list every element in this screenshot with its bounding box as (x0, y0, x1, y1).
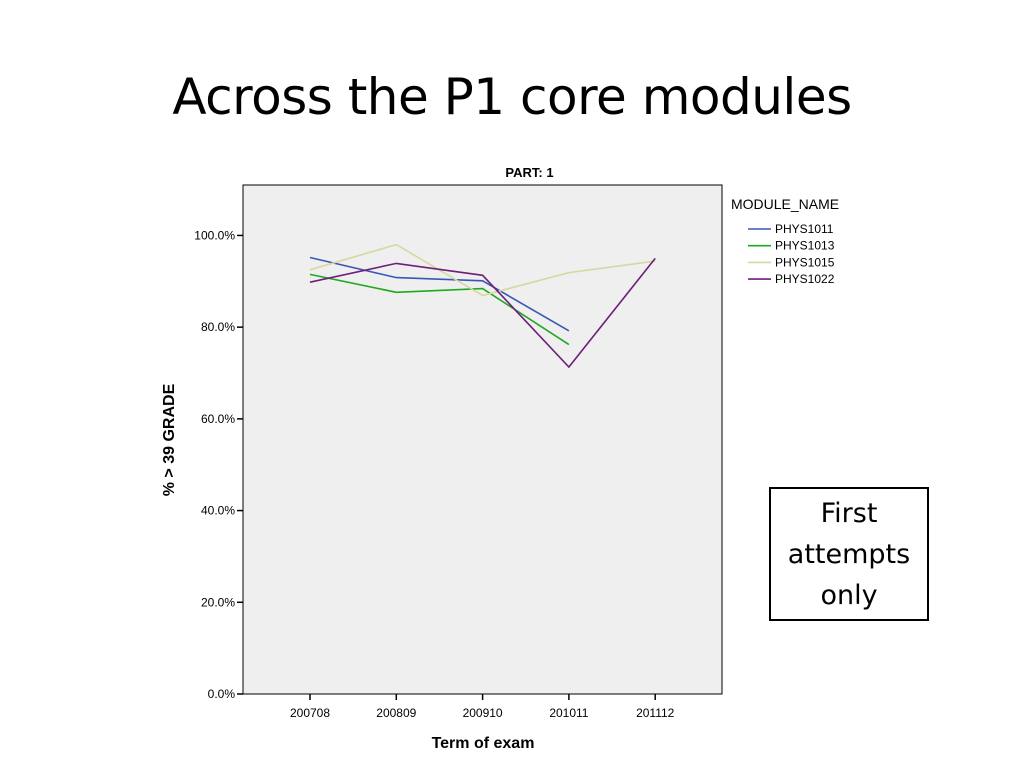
y-tick-label: 60.0% (201, 412, 235, 426)
legend-label-phys1022: PHYS1022 (775, 272, 835, 286)
note-text: First attempts only (787, 497, 911, 611)
series-line-phys1011 (309, 256, 570, 332)
y-tick-label: 40.0% (201, 504, 235, 518)
note-box: First attempts only (769, 487, 929, 621)
legend-label-phys1013: PHYS1013 (775, 239, 835, 253)
legend-label-phys1015: PHYS1015 (775, 255, 835, 269)
x-tick-label: 201112 (636, 706, 675, 720)
chart-title: PART: 1 (505, 165, 553, 180)
x-tick-label: 200809 (376, 706, 416, 720)
y-axis-label: % > 39 GRADE (161, 383, 178, 496)
plot-area (242, 184, 723, 695)
series-line-phys1013 (309, 273, 570, 346)
legend-title: MODULE_NAME (731, 196, 839, 212)
slide-title: Across the P1 core modules (172, 68, 852, 126)
series-line-phys1015 (309, 243, 656, 297)
y-tick-label: 80.0% (201, 320, 235, 334)
series-line-phys1022 (309, 257, 656, 369)
x-axis-label: Term of exam (432, 735, 535, 752)
x-tick-label: 200708 (290, 706, 330, 720)
x-tick-label: 200910 (463, 706, 503, 720)
x-tick-label: 201011 (549, 706, 588, 720)
y-tick-label: 0.0% (208, 687, 236, 701)
y-tick-label: 20.0% (201, 595, 235, 609)
legend-label-phys1011: PHYS1011 (775, 222, 834, 236)
y-tick-label: 100.0% (194, 228, 235, 242)
